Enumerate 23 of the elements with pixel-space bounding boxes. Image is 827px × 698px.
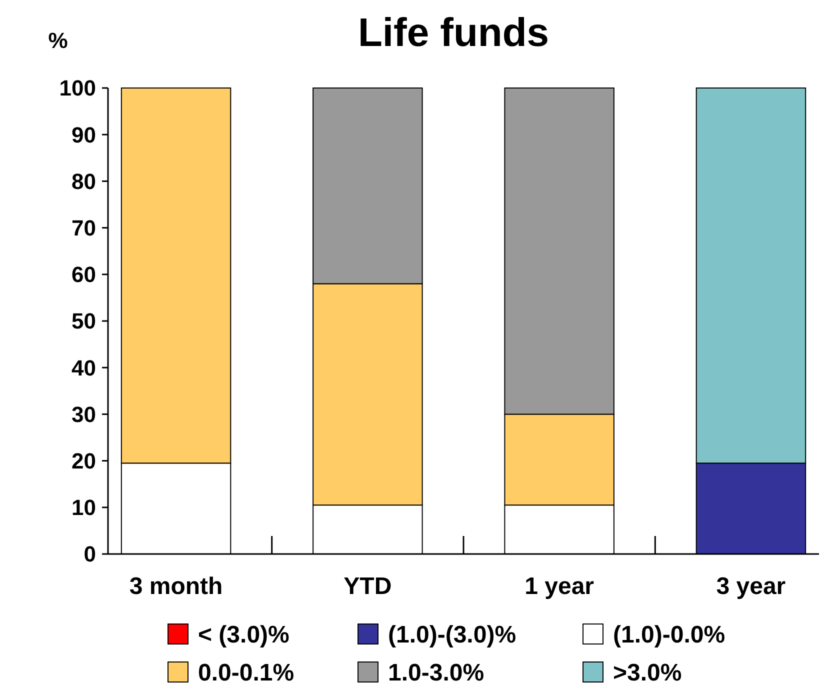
legend-label: 1.0-3.0% — [388, 659, 484, 686]
x-tick-label: 1 year — [524, 573, 594, 600]
y-tick-label: 10 — [72, 495, 96, 520]
legend-label: >3.0% — [613, 659, 682, 686]
y-tick-label: 80 — [72, 168, 96, 194]
x-tick-label: 3 month — [129, 573, 223, 600]
y-tick-label: 60 — [72, 262, 96, 288]
y-tick-label: 30 — [72, 402, 96, 427]
legend-label: 0.0-0.1% — [198, 659, 294, 686]
y-tick-label: 0 — [84, 542, 96, 567]
y-tick-label: 40 — [72, 355, 96, 380]
y-tick-label: 90 — [72, 122, 96, 148]
chart-title: Life funds — [358, 11, 550, 55]
legend-label: < (3.0)% — [198, 621, 290, 648]
legend-label: (1.0)-0.0% — [613, 621, 726, 648]
x-tick-label: 3 year — [716, 573, 786, 600]
legend-label: (1.0)-(3.0)% — [388, 621, 516, 648]
x-tick-label: YTD — [344, 573, 392, 600]
y-tick-label: 70 — [72, 216, 96, 240]
y-tick-label: 100 — [59, 76, 96, 101]
y-tick-label: 50 — [72, 308, 96, 334]
y-axis-title: % — [48, 28, 68, 53]
y-tick-label: 20 — [72, 448, 96, 474]
